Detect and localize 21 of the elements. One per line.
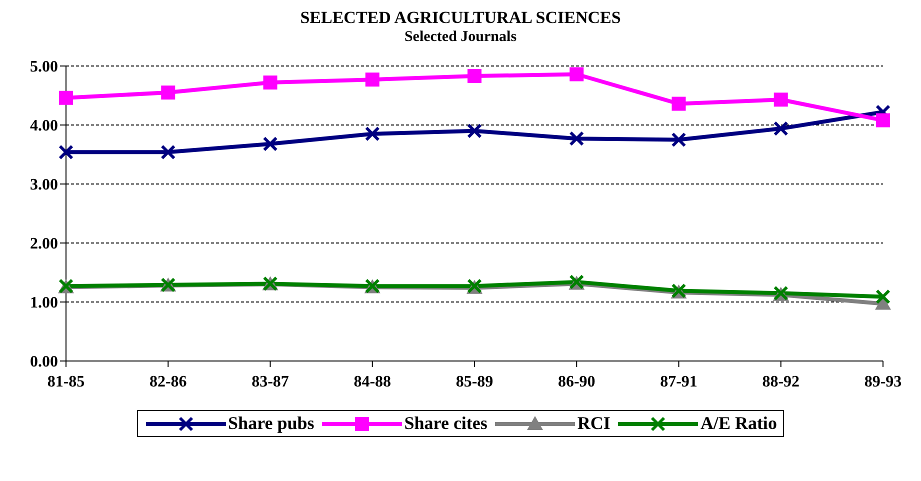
x-tick-label: 89-93	[864, 373, 902, 390]
x-tick-label: 82-86	[149, 373, 187, 390]
y-tick-label: 0.00	[30, 354, 58, 371]
y-tick-label: 3.00	[30, 176, 58, 194]
x-tick-label: 85-89	[456, 373, 494, 390]
legend-label: A/E Ratio	[700, 413, 777, 434]
x-tick-label: 83-87	[252, 373, 289, 390]
y-tick-label: 4.00	[30, 118, 58, 135]
chart-title: SELECTED AGRICULTURAL SCIENCES	[299, 8, 622, 28]
legend-label: RCI	[577, 413, 610, 434]
x-tick-label: 81-85	[47, 373, 85, 390]
x-tick-label: 84-88	[354, 373, 392, 390]
y-tick-label: 2.00	[30, 236, 58, 253]
y-tick-label: 1.00	[30, 294, 58, 312]
x-tick-label: 87-91	[660, 373, 698, 390]
x-tick-label: 88-92	[762, 373, 800, 390]
legend-label: Share pubs	[228, 413, 314, 434]
x-tick-label: 86-90	[558, 373, 596, 390]
legend-label: Share cites	[404, 413, 488, 434]
chart-subtitle: Selected Journals	[403, 28, 518, 46]
y-tick-label: 5.00	[30, 58, 58, 76]
